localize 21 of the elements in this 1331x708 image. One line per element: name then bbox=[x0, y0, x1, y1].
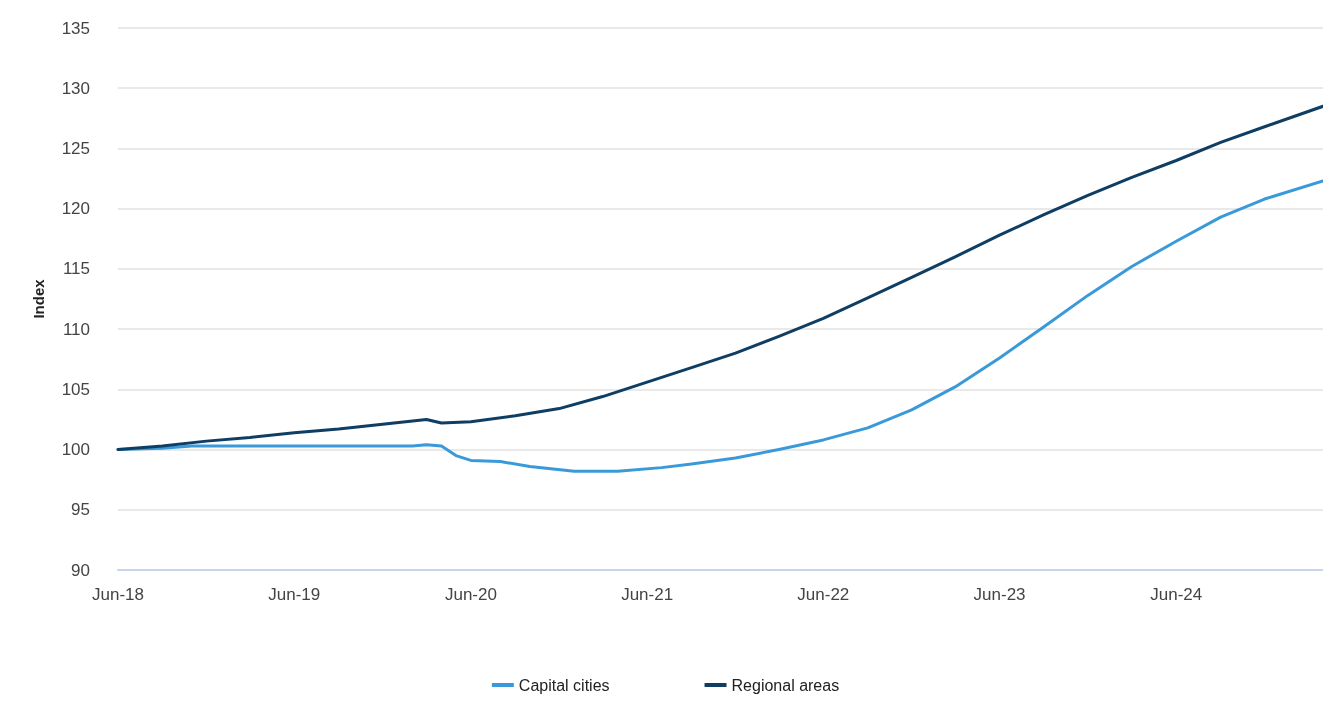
line-series bbox=[116, 104, 1323, 452]
y-tick-label: 120 bbox=[61, 199, 90, 219]
y-tick-label: 90 bbox=[71, 560, 90, 580]
y-tick-label: 125 bbox=[61, 138, 90, 158]
x-tick-label: Jun-20 bbox=[444, 585, 497, 604]
y-tick-label: 115 bbox=[62, 259, 90, 279]
x-tick-label: Jun-22 bbox=[797, 585, 850, 604]
legend-label: Regional areas bbox=[731, 676, 840, 694]
y-tick-label: 135 bbox=[61, 18, 90, 38]
y-tick-label: 95 bbox=[71, 500, 90, 520]
x-tick-label: Jun-24 bbox=[1150, 585, 1203, 604]
y-tick-label: 130 bbox=[61, 78, 90, 98]
y-tick-label: 100 bbox=[61, 440, 90, 460]
x-tick-label: Jun-18 bbox=[92, 585, 144, 604]
x-tick-label: Jun-21 bbox=[621, 585, 674, 604]
x-tick-label: Jun-19 bbox=[268, 585, 321, 604]
y-axis-title: Index bbox=[30, 278, 47, 319]
y-tick-label: 105 bbox=[61, 379, 90, 399]
legend-label: Capital cities bbox=[518, 676, 610, 694]
x-tick-label: Jun-23 bbox=[973, 585, 1026, 604]
y-tick-label: 110 bbox=[62, 319, 90, 339]
